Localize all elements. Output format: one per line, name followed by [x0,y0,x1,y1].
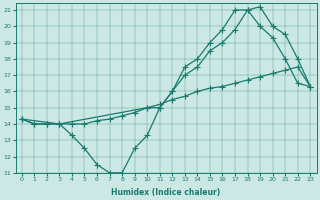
X-axis label: Humidex (Indice chaleur): Humidex (Indice chaleur) [111,188,221,197]
